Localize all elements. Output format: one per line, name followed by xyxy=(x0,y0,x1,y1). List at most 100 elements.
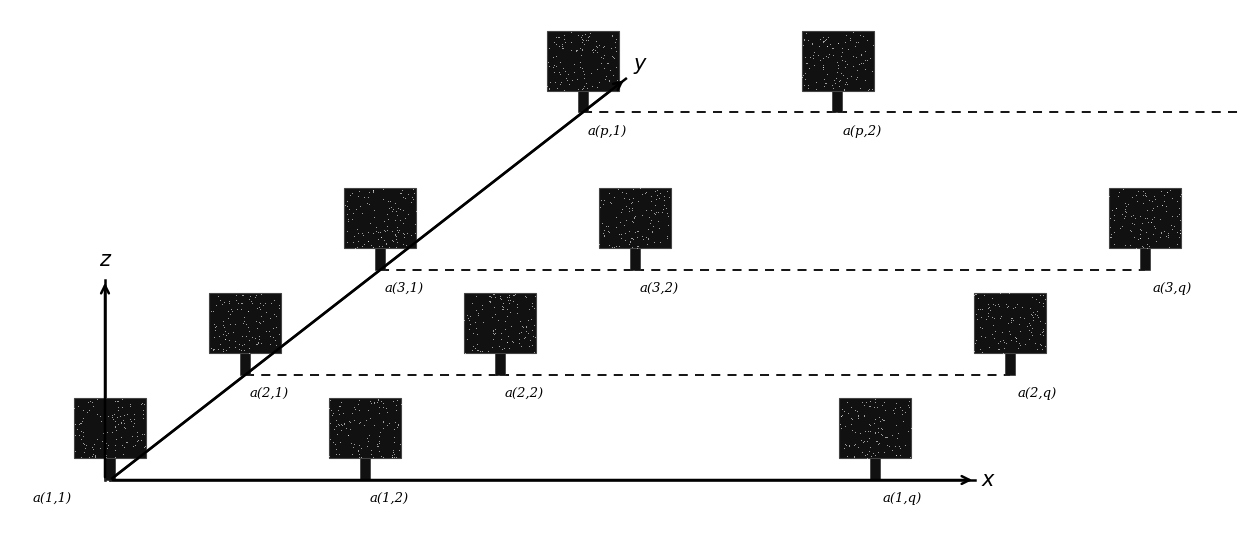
Point xyxy=(1142,206,1162,214)
Point xyxy=(1030,317,1050,326)
Point xyxy=(551,58,570,66)
Point xyxy=(391,188,410,197)
Point xyxy=(343,403,363,412)
Point xyxy=(1152,201,1172,210)
Point xyxy=(645,209,665,218)
Point xyxy=(587,42,606,51)
Point xyxy=(1100,222,1120,231)
Point xyxy=(231,304,250,313)
Point xyxy=(518,328,538,337)
Point xyxy=(835,440,854,448)
Point xyxy=(125,441,145,449)
Point xyxy=(384,199,404,207)
Point xyxy=(1128,235,1148,244)
Point xyxy=(368,403,388,411)
Point xyxy=(322,409,342,417)
Point xyxy=(1029,329,1049,338)
Point xyxy=(620,227,640,235)
Point xyxy=(217,346,237,354)
Point xyxy=(823,51,843,60)
Point xyxy=(105,441,125,449)
Point xyxy=(1142,196,1162,205)
Point xyxy=(847,66,867,75)
Point xyxy=(572,31,591,39)
Point xyxy=(854,401,874,410)
Point xyxy=(994,343,1014,352)
Point xyxy=(508,335,528,343)
Point xyxy=(67,424,87,433)
Point xyxy=(548,68,568,76)
Point xyxy=(1171,229,1190,238)
Point xyxy=(466,346,486,355)
Point xyxy=(619,240,639,248)
Point xyxy=(234,316,254,325)
Point xyxy=(594,43,614,51)
Point xyxy=(1161,186,1180,195)
Point xyxy=(869,413,889,422)
Point xyxy=(112,395,131,404)
Point xyxy=(872,401,892,409)
Point xyxy=(264,309,284,318)
Point xyxy=(215,327,234,336)
Point xyxy=(864,429,884,437)
Point xyxy=(1141,217,1161,226)
Point xyxy=(377,210,397,218)
Point xyxy=(373,417,393,426)
Bar xyxy=(630,248,640,270)
Point xyxy=(657,209,677,218)
Point xyxy=(1143,230,1163,238)
Point xyxy=(219,336,239,345)
Point xyxy=(368,438,388,447)
Point xyxy=(594,225,614,234)
Point xyxy=(832,48,852,56)
Point xyxy=(208,291,228,300)
Point xyxy=(988,300,1008,308)
Point xyxy=(108,396,128,405)
Point xyxy=(460,315,480,324)
Point xyxy=(1133,191,1153,199)
Point xyxy=(650,188,670,197)
Point xyxy=(340,191,360,199)
Point xyxy=(604,242,624,251)
Point xyxy=(806,77,826,86)
Point xyxy=(373,418,393,427)
Point xyxy=(1143,204,1163,213)
Point xyxy=(398,190,418,198)
Point xyxy=(1006,334,1025,342)
Point xyxy=(813,63,833,72)
Point xyxy=(73,438,93,447)
Point xyxy=(799,35,818,44)
Point xyxy=(625,212,645,221)
Point xyxy=(851,59,870,68)
Point xyxy=(1135,214,1154,222)
Point xyxy=(1158,231,1178,239)
Point xyxy=(348,450,368,458)
Point xyxy=(227,305,247,314)
Point xyxy=(386,230,405,239)
Point xyxy=(815,75,835,84)
Point xyxy=(1006,334,1025,343)
Point xyxy=(982,329,1002,338)
Point xyxy=(335,200,355,209)
Point xyxy=(583,48,603,56)
Point xyxy=(868,428,888,437)
Point xyxy=(971,323,991,332)
Point xyxy=(799,81,818,90)
Bar xyxy=(973,293,1047,353)
Point xyxy=(377,239,397,247)
Point xyxy=(105,396,125,405)
Point xyxy=(107,413,126,421)
Point xyxy=(844,428,864,436)
Point xyxy=(817,42,837,50)
Point xyxy=(639,225,658,233)
Point xyxy=(382,236,402,245)
Point xyxy=(1162,220,1182,229)
Point xyxy=(874,397,894,406)
Point xyxy=(574,82,594,90)
Point xyxy=(978,342,998,351)
Point xyxy=(1009,341,1029,349)
Point xyxy=(128,431,148,440)
Point xyxy=(71,435,91,443)
Point xyxy=(609,241,629,250)
Point xyxy=(206,323,226,332)
